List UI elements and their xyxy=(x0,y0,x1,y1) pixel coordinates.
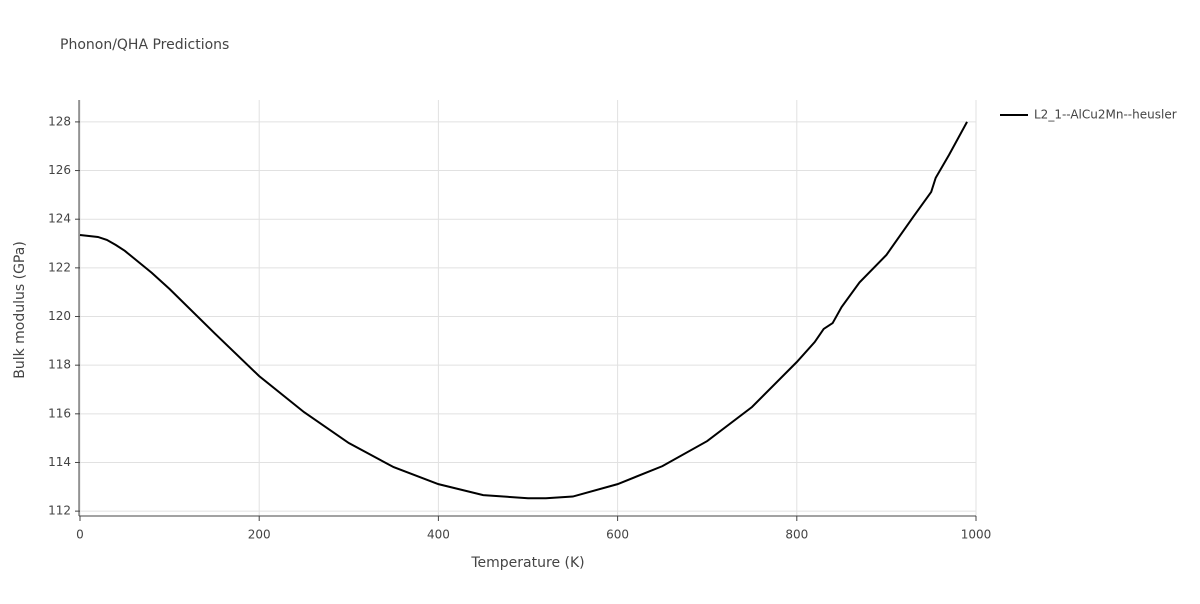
x-tick-label: 1000 xyxy=(961,528,992,542)
series-line xyxy=(79,121,968,500)
x-tick-label: 0 xyxy=(76,528,84,542)
x-tick-label: 800 xyxy=(785,528,808,542)
y-tick-label: 114 xyxy=(48,455,71,469)
chart-title: Phonon/QHA Predictions xyxy=(60,37,229,53)
legend-label: L2_1--AlCu2Mn--heusler xyxy=(1034,108,1177,122)
x-tick-label: 200 xyxy=(248,528,271,542)
y-tick-label: 128 xyxy=(48,114,71,128)
y-tick-label: 112 xyxy=(48,504,71,518)
x-axis-title: Temperature (K) xyxy=(470,555,584,571)
y-axis-title: Bulk modulus (GPa) xyxy=(12,241,28,379)
y-tick-label: 124 xyxy=(48,212,71,226)
x-tick-label: 600 xyxy=(606,528,629,542)
x-tick-label: 400 xyxy=(427,528,450,542)
y-tick-label: 120 xyxy=(48,309,71,323)
y-tick-label: 122 xyxy=(48,260,71,274)
y-tick-label: 116 xyxy=(48,406,71,420)
y-tick-label: 126 xyxy=(48,163,71,177)
y-tick-label: 118 xyxy=(48,358,71,372)
